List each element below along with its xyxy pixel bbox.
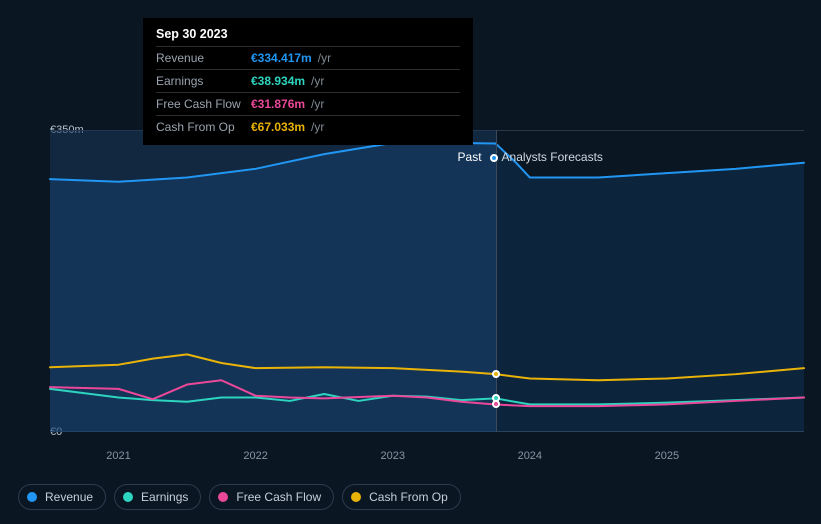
legend-item[interactable]: Revenue: [18, 484, 106, 510]
x-tick: 2023: [380, 450, 404, 462]
tooltip-row-label: Free Cash Flow: [156, 97, 251, 111]
legend-item[interactable]: Earnings: [114, 484, 201, 510]
legend-swatch-icon: [27, 492, 37, 502]
hover-dot: [492, 370, 500, 378]
tooltip-row-value: €31.876m: [251, 97, 305, 111]
tooltip-row-unit: /yr: [318, 51, 331, 65]
x-tick: 2021: [106, 450, 130, 462]
tooltip-row-value: €67.033m: [251, 120, 305, 134]
tooltip-row-unit: /yr: [311, 120, 324, 134]
tooltip-row-unit: /yr: [311, 74, 324, 88]
tooltip-row-value: €38.934m: [251, 74, 305, 88]
legend-label: Free Cash Flow: [236, 490, 321, 504]
tooltip-date: Sep 30 2023: [156, 27, 460, 46]
legend-swatch-icon: [351, 492, 361, 502]
legend-item[interactable]: Cash From Op: [342, 484, 461, 510]
forecast-label: Analysts Forecasts: [502, 150, 603, 164]
tooltip-row-value: €334.417m: [251, 51, 312, 65]
legend-item[interactable]: Free Cash Flow: [209, 484, 334, 510]
chart-lines: [50, 130, 804, 432]
x-tick: 2024: [518, 450, 542, 462]
split-marker-icon: [490, 154, 498, 162]
hover-dot: [492, 400, 500, 408]
tooltip-row-label: Earnings: [156, 74, 251, 88]
past-label: Past: [458, 150, 482, 164]
tooltip-row-label: Revenue: [156, 51, 251, 65]
tooltip-row-label: Cash From Op: [156, 120, 251, 134]
x-axis: 2021 2022 2023 2024 2025: [18, 450, 804, 466]
legend-label: Revenue: [45, 490, 93, 504]
tooltip-row: Earnings€38.934m/yr: [156, 69, 460, 92]
tooltip-row: Revenue€334.417m/yr: [156, 46, 460, 69]
hover-guideline: [496, 130, 497, 432]
tooltip-row: Cash From Op€67.033m/yr: [156, 115, 460, 138]
legend-swatch-icon: [123, 492, 133, 502]
chart-legend: Revenue Earnings Free Cash Flow Cash From O…: [18, 484, 461, 510]
legend-label: Cash From Op: [369, 490, 448, 504]
chart-tooltip: Sep 30 2023 Revenue€334.417m/yrEarnings€…: [143, 18, 473, 145]
legend-label: Earnings: [141, 490, 188, 504]
tooltip-row-unit: /yr: [311, 97, 324, 111]
split-labels: Past Analysts Forecasts: [458, 150, 603, 164]
x-tick: 2025: [655, 450, 679, 462]
financials-chart: €350m €0 PastAnalysts Forecasts 20212022…: [18, 130, 804, 446]
legend-swatch-icon: [218, 492, 228, 502]
x-tick: 2022: [243, 450, 267, 462]
tooltip-row: Free Cash Flow€31.876m/yr: [156, 92, 460, 115]
plot-area[interactable]: Past Analysts Forecasts: [50, 130, 804, 432]
